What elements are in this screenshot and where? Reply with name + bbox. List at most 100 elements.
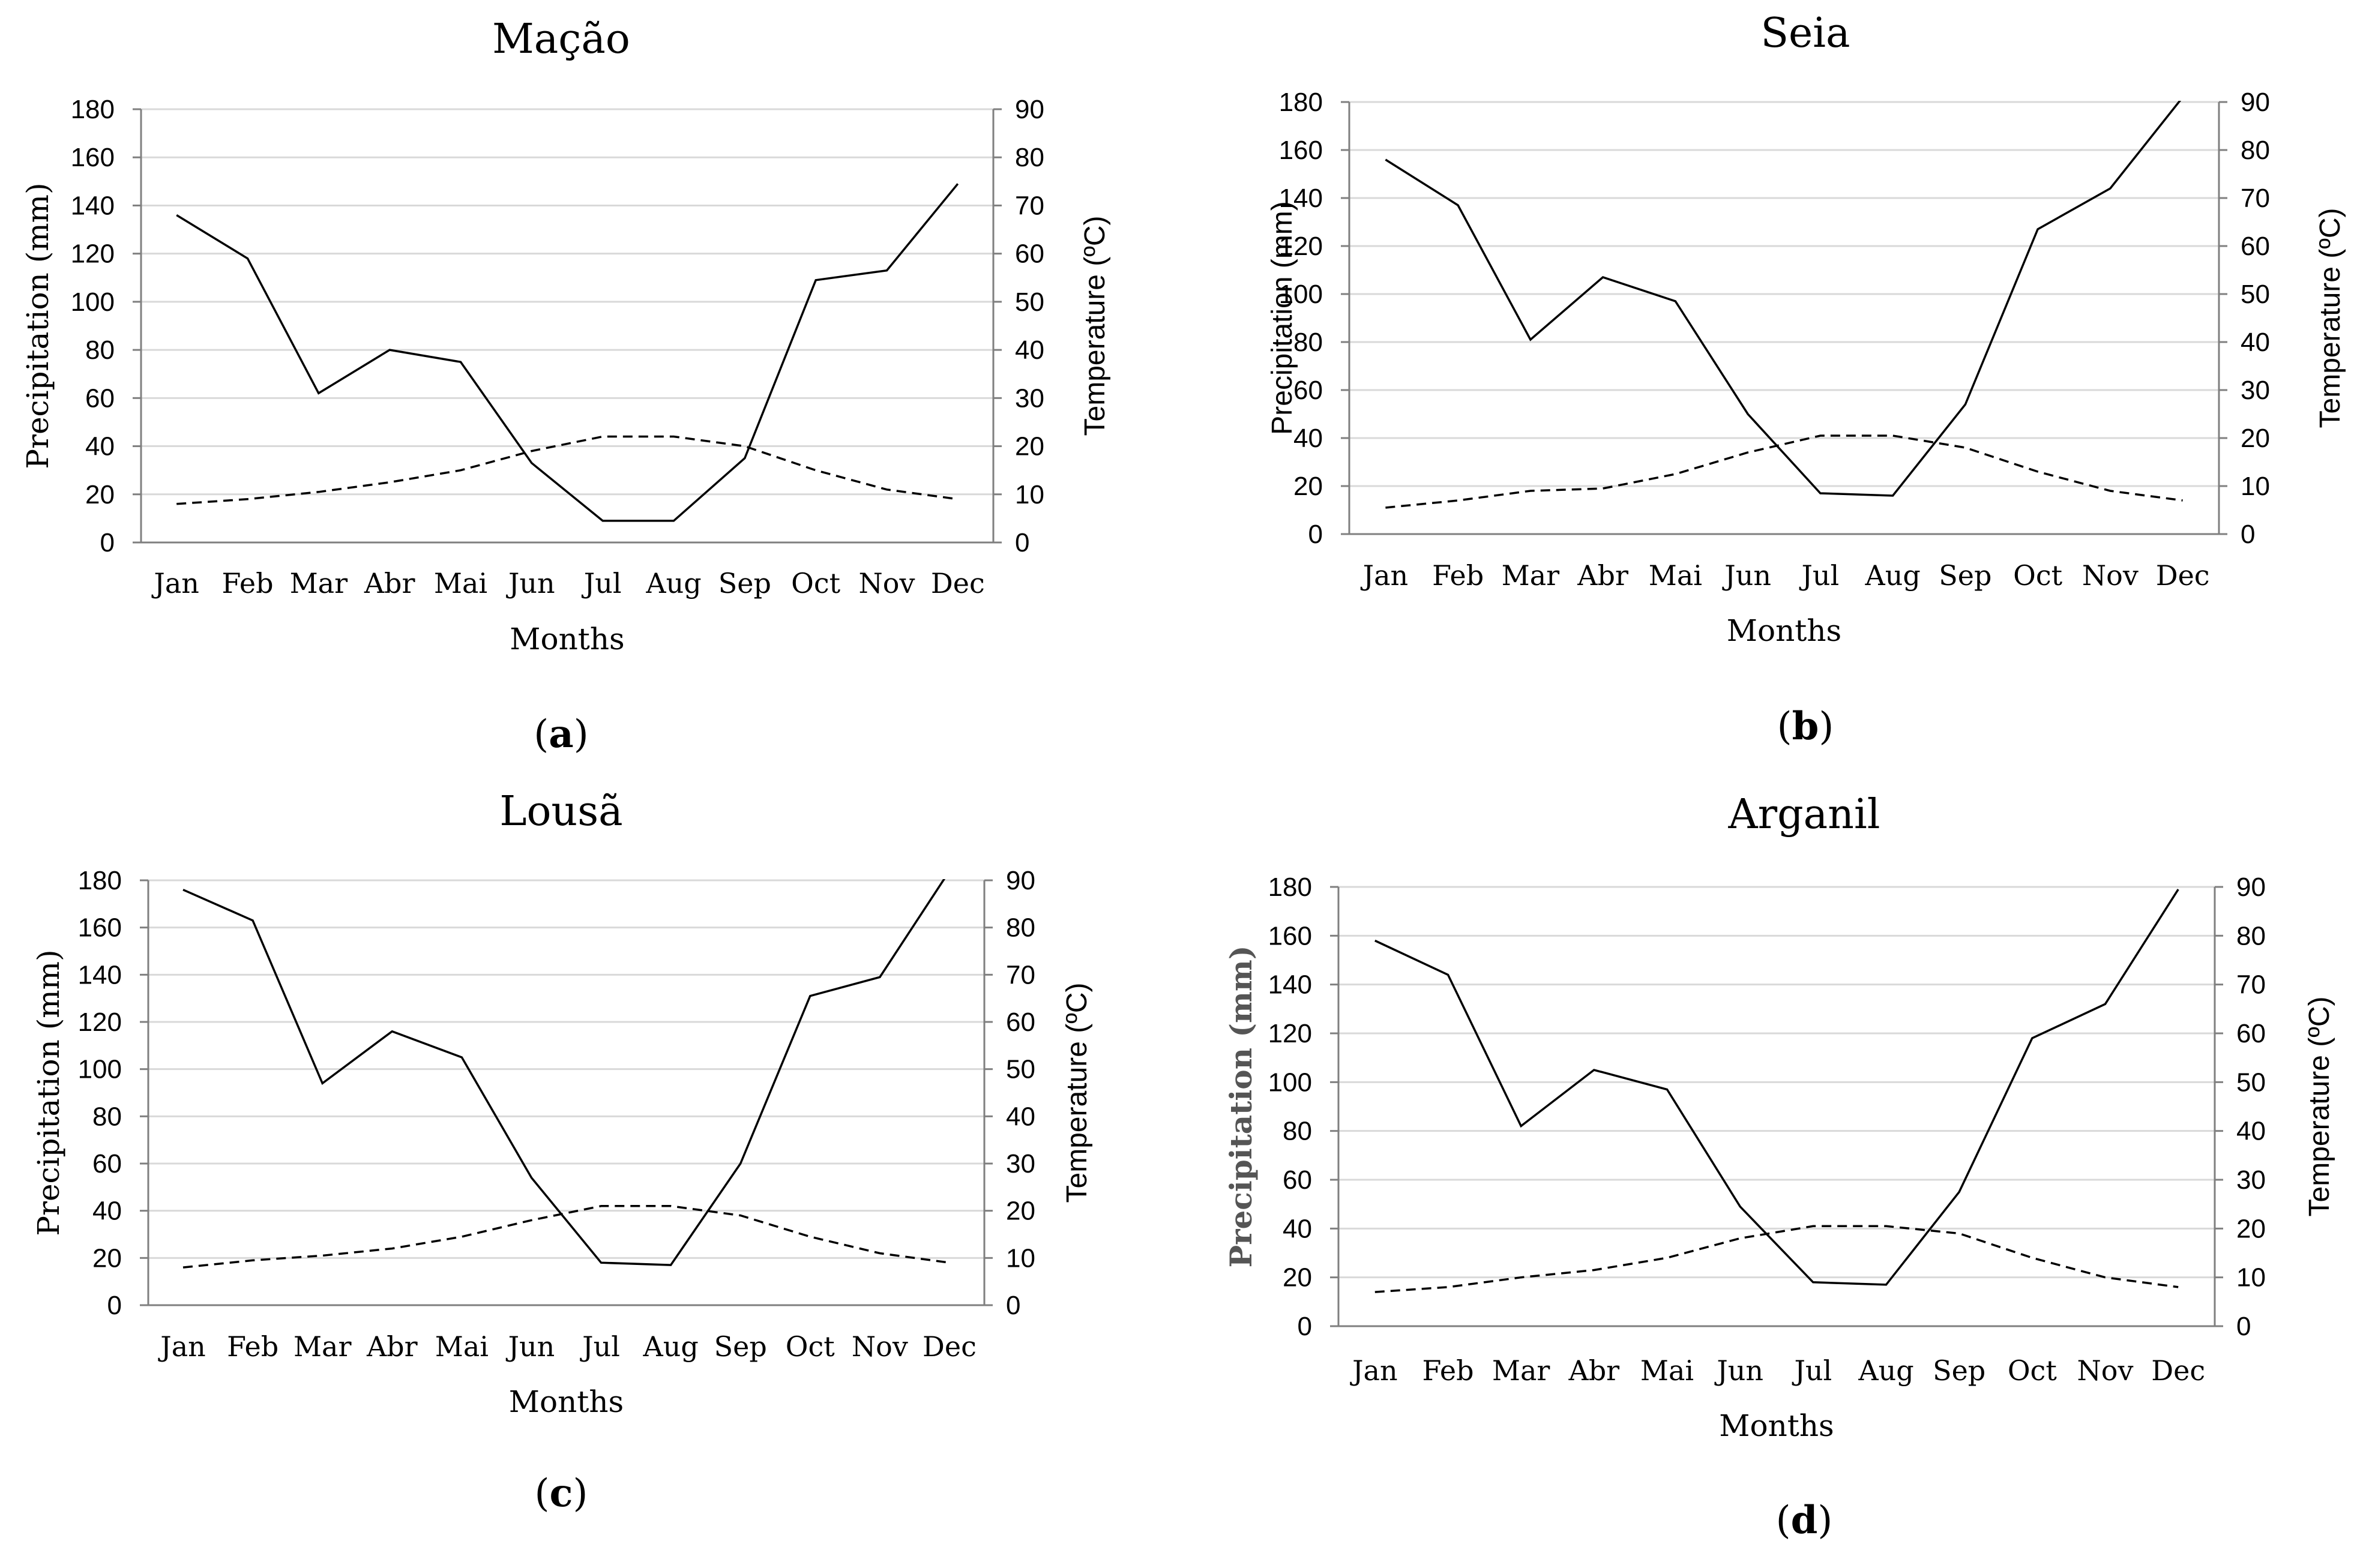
- y-right-tick-label: 10: [2236, 1263, 2266, 1293]
- precipitation-line: [1374, 889, 2179, 1286]
- y-right-tick-label: 60: [2236, 1019, 2266, 1048]
- y-right-tick-label: 30: [1015, 383, 1044, 413]
- y-tick-label: 120: [1268, 1019, 1312, 1048]
- y-tick-label: 160: [71, 143, 115, 172]
- x-tick-label: Nov: [2077, 1354, 2134, 1387]
- y-tick-label: 180: [78, 866, 122, 895]
- y-tick-label: 140: [78, 960, 122, 990]
- chart-panel-d: Arganil 0 20 40 60 80 100 120 140 160 180 0 10 20 30 40…: [1223, 791, 2335, 1543]
- x-tick-label: Sep: [714, 1330, 767, 1363]
- y-axis-label: Precipitation (mm): [1223, 946, 1259, 1268]
- y-tick-label: 20: [1283, 1263, 1312, 1293]
- chart-title: Arganil: [1728, 791, 1880, 838]
- y-right-tick-label: 50: [2236, 1068, 2266, 1097]
- x-tick-label: Aug: [645, 567, 701, 599]
- y-axis-right-label: Temperature (ºC): [1079, 216, 1111, 436]
- x-tick-label: Mai: [1640, 1354, 1694, 1387]
- y-axis-label: Precipitation (mm): [1266, 201, 1298, 434]
- y-tick-label: 100: [1268, 1068, 1312, 1097]
- y-right-tick-label: 40: [2236, 1117, 2266, 1146]
- precipitation-line: [176, 183, 959, 522]
- x-tick-label: Nov: [2082, 559, 2139, 592]
- y-tick-label: 140: [1279, 184, 1323, 213]
- y-tick-label: 80: [92, 1102, 122, 1131]
- x-tick-label: Jul: [1799, 559, 1839, 592]
- y-axis-label: Precipitation (mm): [20, 182, 55, 469]
- temperature-line: [176, 435, 959, 505]
- y-tick-label: 20: [85, 480, 115, 509]
- x-tick-label: Jun: [1722, 559, 1771, 592]
- x-tick-label: Nov: [859, 567, 915, 599]
- x-tick-label: Mar: [1492, 1354, 1550, 1387]
- chart-panel-c: Lousã 0 20 40 60 80 100 120 140 160 180 0 10 20 30 40 50…: [31, 788, 1093, 1516]
- x-tick-label: Sep: [718, 567, 771, 599]
- y-right-tick-label: 70: [1015, 191, 1044, 220]
- x-tick-label: Feb: [1422, 1354, 1473, 1387]
- y-tick-label: 60: [85, 383, 115, 413]
- x-tick-label: Abr: [364, 567, 415, 599]
- x-tick-label: Jul: [580, 1330, 620, 1363]
- y-right-tick-label: 10: [2241, 472, 2270, 501]
- y-right-tick-label: 10: [1015, 480, 1044, 509]
- chart-title: Lousã: [499, 788, 622, 835]
- y-tick-label: 160: [1268, 921, 1312, 951]
- panel-label: (d): [1776, 1498, 1833, 1543]
- x-tick-label: Dec: [2151, 1354, 2205, 1387]
- y-right-tick-label: 80: [1015, 143, 1044, 172]
- chart-panel-b: Seia 0 20 40 60 80 100 120 140 160 180 0 10 20 30 40 50 6…: [1266, 10, 2346, 749]
- x-tick-label: Feb: [1432, 559, 1484, 592]
- y-right-tick-label: 0: [2236, 1312, 2251, 1341]
- y-tick-label: 20: [1293, 472, 1323, 501]
- y-tick-label: 120: [78, 1008, 122, 1037]
- y-right-tick-label: 30: [2241, 376, 2270, 405]
- x-tick-label: Jun: [506, 567, 555, 599]
- y-right-tick-label: 50: [1006, 1055, 1035, 1084]
- y-right-tick-label: 60: [2241, 232, 2270, 261]
- chart-panel-a: Mação 0 20 40 60 80 100 120 140 160 180 0 10 20 30 40 50…: [20, 16, 1111, 757]
- x-tick-label: Sep: [1939, 559, 1991, 592]
- y-right-tick-label: 20: [2241, 424, 2270, 453]
- y-right-tick-label: 80: [1006, 913, 1035, 943]
- x-tick-label: Dec: [2156, 559, 2210, 592]
- x-tick-label: Jul: [582, 567, 622, 599]
- y-tick-label: 100: [78, 1055, 122, 1084]
- y-tick-label: 180: [1268, 873, 1312, 902]
- y-right-tick-label: 0: [2241, 520, 2255, 549]
- x-tick-label: Mar: [1502, 559, 1560, 592]
- y-tick-label: 80: [1293, 328, 1323, 357]
- y-tick-label: 180: [1279, 88, 1323, 117]
- y-axis-label: Precipitation (mm): [31, 949, 66, 1236]
- panel-label: (c): [535, 1471, 588, 1516]
- y-right-tick-label: 90: [1015, 95, 1044, 124]
- y-tick-label: 60: [1283, 1165, 1312, 1195]
- y-right-tick-label: 10: [1006, 1243, 1035, 1273]
- y-right-tick-label: 20: [2236, 1214, 2266, 1243]
- x-tick-label: Abr: [366, 1330, 418, 1363]
- y-tick-label: 140: [71, 191, 115, 220]
- x-tick-label: Oct: [2013, 559, 2062, 592]
- y-tick-label: 40: [1283, 1214, 1312, 1243]
- y-tick-label: 100: [71, 287, 115, 317]
- y-tick-label: 100: [1279, 280, 1323, 309]
- y-right-tick-label: 40: [1006, 1102, 1035, 1131]
- x-axis-label: Months: [509, 1384, 624, 1419]
- x-axis-label: Months: [1719, 1408, 1834, 1443]
- y-tick-label: 0: [1308, 520, 1323, 549]
- y-tick-label: 60: [92, 1149, 122, 1179]
- y-axis-right-label: Temperature (ºC): [2314, 208, 2346, 428]
- x-tick-label: Nov: [852, 1330, 908, 1363]
- y-right-tick-label: 40: [1015, 335, 1044, 365]
- x-tick-label: Feb: [221, 567, 273, 599]
- y-tick-label: 80: [1283, 1117, 1312, 1146]
- y-tick-label: 20: [92, 1243, 122, 1273]
- y-axis-right-label: Temperature (ºC): [1061, 983, 1093, 1203]
- x-tick-label: Jan: [158, 1330, 206, 1363]
- x-tick-label: Dec: [931, 567, 985, 599]
- precipitation-line: [1385, 101, 2182, 497]
- y-right-tick-label: 60: [1015, 239, 1044, 269]
- y-tick-label: 40: [1293, 424, 1323, 453]
- y-tick-label: 160: [1279, 136, 1323, 165]
- y-right-tick-label: 90: [2236, 873, 2266, 902]
- y-tick-label: 120: [1279, 232, 1323, 261]
